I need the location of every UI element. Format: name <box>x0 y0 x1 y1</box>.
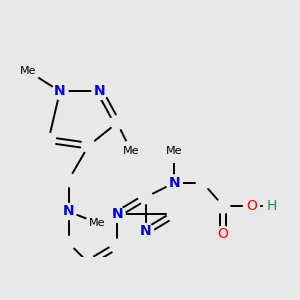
Circle shape <box>61 203 76 220</box>
Text: N: N <box>54 84 66 98</box>
Text: N: N <box>140 224 152 239</box>
Text: N: N <box>169 176 180 190</box>
Circle shape <box>52 83 68 99</box>
Text: H: H <box>266 199 277 213</box>
Text: N: N <box>63 205 74 218</box>
Circle shape <box>18 61 39 82</box>
Circle shape <box>244 198 260 214</box>
Circle shape <box>215 226 231 242</box>
Circle shape <box>109 206 125 222</box>
Text: N: N <box>111 207 123 221</box>
Text: N: N <box>94 84 106 98</box>
Text: O: O <box>218 227 228 241</box>
Text: Me: Me <box>89 218 105 228</box>
Circle shape <box>164 141 185 162</box>
Circle shape <box>263 198 280 214</box>
Circle shape <box>121 141 142 162</box>
Circle shape <box>166 175 182 191</box>
Circle shape <box>138 224 154 239</box>
Text: O: O <box>246 199 257 213</box>
Text: Me: Me <box>123 146 140 156</box>
Text: Me: Me <box>20 66 37 76</box>
Circle shape <box>86 212 108 234</box>
Text: Me: Me <box>166 146 182 156</box>
Circle shape <box>92 83 108 99</box>
